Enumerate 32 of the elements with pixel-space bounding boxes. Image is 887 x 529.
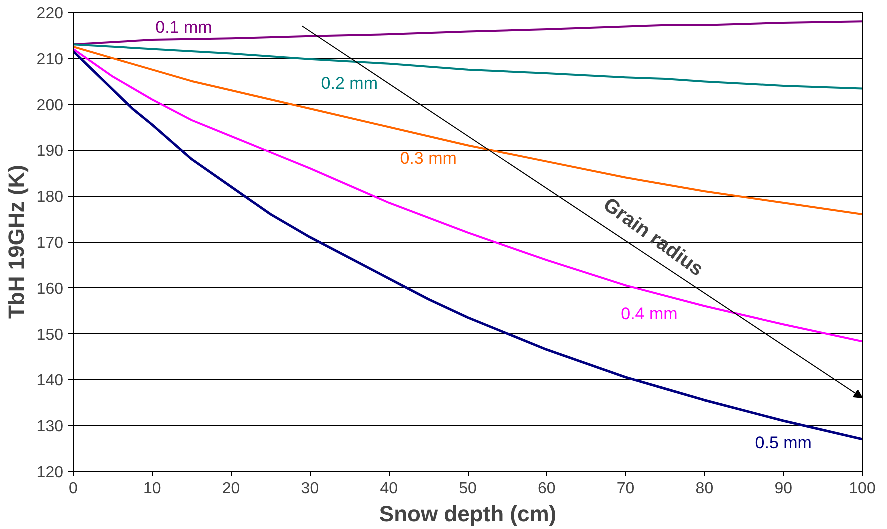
- y-axis-title: TbH 19GHz (K): [4, 165, 29, 319]
- x-tick-label: 90: [774, 480, 793, 498]
- line-series: [74, 44, 862, 90]
- y-tick-label: 130: [36, 418, 64, 436]
- y-tick-label: 160: [36, 280, 64, 298]
- y-tick-label: 220: [36, 6, 64, 22]
- y-tick-label: 120: [36, 464, 64, 482]
- x-tick-label: 60: [538, 480, 556, 498]
- series-label: 0.4 mm: [621, 304, 678, 324]
- x-tick-label: 80: [696, 480, 714, 498]
- line-series: [74, 20, 862, 46]
- y-tick-label: 140: [36, 372, 64, 390]
- x-tick-label: 40: [380, 480, 398, 498]
- line-series: [74, 48, 862, 343]
- x-tick-label: 30: [301, 480, 320, 498]
- series-label: 0.5 mm: [755, 434, 812, 453]
- y-tick-label: 180: [36, 189, 64, 206]
- y-tick-label: 190: [36, 143, 64, 160]
- series-label: 0.2 mm: [321, 74, 378, 94]
- x-tick-label: 50: [459, 480, 477, 498]
- x-tick-label: 70: [616, 480, 635, 498]
- x-tick-label: 10: [144, 480, 162, 498]
- series-label: 0.3 mm: [400, 148, 457, 168]
- x-axis-title: Snow depth (cm): [379, 502, 557, 526]
- series-label: 0.1 mm: [156, 18, 212, 37]
- y-tick-label: 200: [36, 97, 64, 114]
- x-tick-label: 20: [222, 480, 240, 498]
- y-tick-label: 210: [36, 51, 64, 68]
- x-tick-label: 100: [849, 480, 876, 498]
- y-tick-label: 150: [36, 326, 64, 344]
- y-tick-label: 170: [36, 235, 64, 252]
- x-tick-label: 0: [69, 480, 78, 498]
